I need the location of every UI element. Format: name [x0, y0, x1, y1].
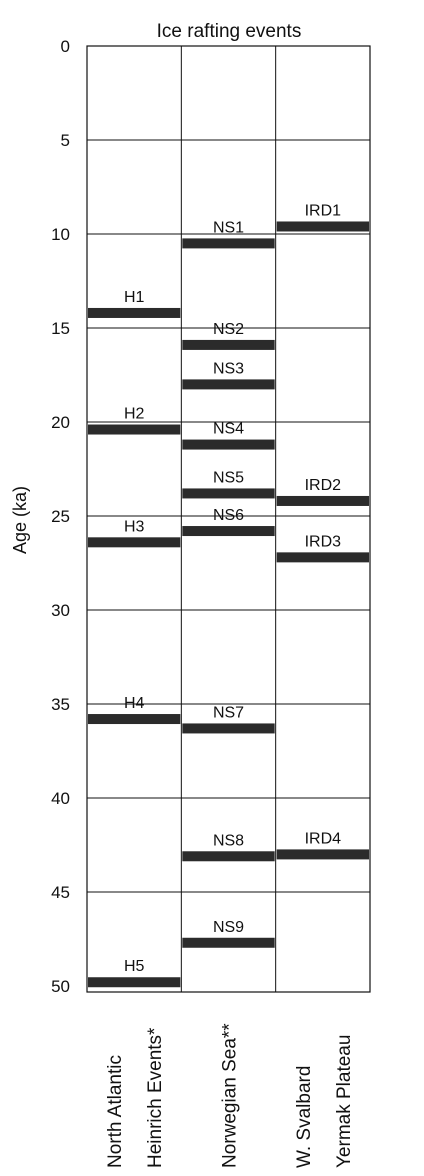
- y-tick-label: 0: [61, 37, 70, 56]
- event-bar: [182, 526, 275, 537]
- column-label: North Atlantic: [105, 1055, 126, 1168]
- column-label: W. Svalbard: [294, 1066, 315, 1168]
- event-bar: [88, 424, 181, 435]
- event-label: NS6: [213, 507, 244, 524]
- event-label: NS8: [213, 832, 244, 849]
- event-label: NS4: [213, 421, 244, 438]
- y-tick-label: 45: [51, 883, 70, 902]
- event-bar: [276, 849, 369, 860]
- y-tick-label: 50: [51, 977, 70, 996]
- event-bar: [88, 307, 181, 318]
- event-label: NS3: [213, 360, 244, 377]
- event-label: IRD1: [305, 202, 342, 219]
- y-tick-label: 15: [51, 319, 70, 338]
- event-label: NS5: [213, 469, 244, 486]
- event-bar: [182, 238, 275, 249]
- event-bar: [276, 552, 369, 563]
- event-bar: [182, 488, 275, 499]
- event-bar: [182, 439, 275, 450]
- y-tick-label: 35: [51, 695, 70, 714]
- event-bar: [88, 977, 181, 988]
- event-label: H4: [124, 695, 145, 712]
- y-tick-label: 20: [51, 413, 70, 432]
- event-bar: [182, 723, 275, 734]
- y-tick-label: 30: [51, 601, 70, 620]
- y-tick-label: 25: [51, 507, 70, 526]
- column-label: Norwegian Sea**: [220, 1023, 241, 1168]
- y-tick-label: 10: [51, 225, 70, 244]
- event-bar: [276, 495, 369, 506]
- y-tick-labels: 0 5 10 15 20 25 30 35 40 45 50: [51, 37, 70, 996]
- event-label: IRD2: [305, 477, 342, 494]
- column-label: Yermak Plateau: [334, 1035, 355, 1168]
- event-bars: [88, 221, 369, 988]
- y-tick-label: 40: [51, 789, 70, 808]
- event-bar: [88, 537, 181, 548]
- event-label: IRD3: [305, 533, 342, 550]
- event-label: IRD4: [305, 830, 342, 847]
- event-bar: [276, 221, 369, 232]
- event-bar: [88, 714, 181, 725]
- plot-frame: [86, 45, 371, 993]
- y-tick-label: 5: [61, 131, 70, 150]
- event-label: NS2: [213, 321, 244, 338]
- column-labels: North Atlantic Heinrich Events* Norwegian …: [105, 1023, 355, 1168]
- event-label: H2: [124, 406, 145, 423]
- event-bar: [182, 339, 275, 350]
- event-label: H1: [124, 289, 145, 306]
- event-label: NS9: [213, 919, 244, 936]
- event-label: NS1: [213, 219, 244, 236]
- event-bar: [182, 379, 275, 390]
- chart-title: Ice rafting events: [157, 21, 302, 42]
- column-dividers: [180, 46, 277, 992]
- event-bar: [182, 937, 275, 948]
- event-labels: H1 H2 H3 H4 H5 NS1 NS2 NS3 NS4 NS5 NS6 NS7 NS8 NS9 IRD…: [124, 202, 341, 975]
- event-bar: [182, 851, 275, 862]
- grid-lines: [87, 139, 370, 893]
- y-axis-label: Age (ka): [10, 486, 30, 554]
- event-label: H3: [124, 518, 145, 535]
- column-label: Heinrich Events*: [145, 1027, 166, 1168]
- event-label: NS7: [213, 704, 244, 721]
- event-label: H5: [124, 958, 145, 975]
